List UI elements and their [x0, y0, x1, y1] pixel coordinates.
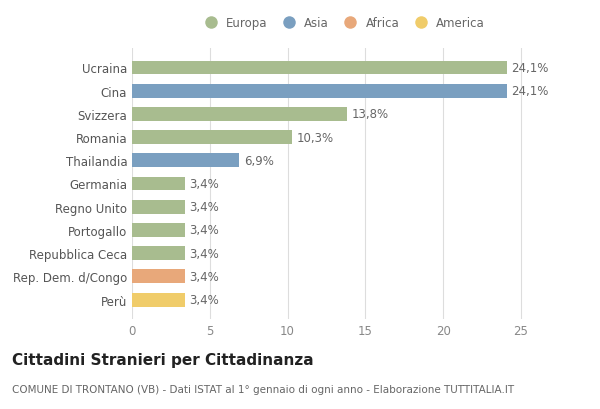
Bar [132, 293, 185, 307]
Bar [132, 131, 292, 145]
Text: 3,4%: 3,4% [190, 201, 220, 213]
Text: 10,3%: 10,3% [297, 131, 334, 144]
Legend: Europa, Asia, Africa, America: Europa, Asia, Africa, America [199, 17, 485, 30]
Text: 3,4%: 3,4% [190, 293, 220, 306]
Bar [132, 177, 185, 191]
Bar [132, 270, 185, 283]
Text: Cittadini Stranieri per Cittadinanza: Cittadini Stranieri per Cittadinanza [12, 352, 314, 367]
Bar [132, 154, 239, 168]
Bar [132, 223, 185, 237]
Text: 24,1%: 24,1% [512, 85, 549, 98]
Text: 3,4%: 3,4% [190, 178, 220, 191]
Bar [132, 200, 185, 214]
Text: 3,4%: 3,4% [190, 224, 220, 237]
Text: 6,9%: 6,9% [244, 155, 274, 167]
Bar [132, 108, 347, 121]
Text: 13,8%: 13,8% [352, 108, 388, 121]
Bar [132, 85, 507, 99]
Bar [132, 247, 185, 261]
Bar [132, 61, 507, 75]
Text: 3,4%: 3,4% [190, 247, 220, 260]
Text: COMUNE DI TRONTANO (VB) - Dati ISTAT al 1° gennaio di ogni anno - Elaborazione T: COMUNE DI TRONTANO (VB) - Dati ISTAT al … [12, 384, 514, 394]
Text: 3,4%: 3,4% [190, 270, 220, 283]
Text: 24,1%: 24,1% [512, 62, 549, 75]
